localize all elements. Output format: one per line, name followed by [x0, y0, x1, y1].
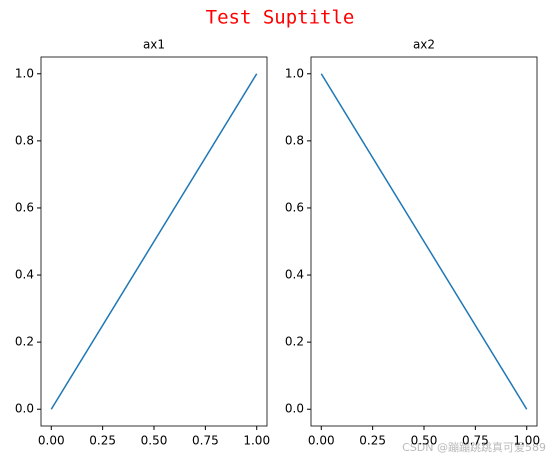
axes-frame	[40, 56, 268, 427]
y-tick-label: 0.8	[15, 133, 34, 147]
x-tick-label: 0.25	[89, 434, 116, 448]
y-tick-label: 1.0	[285, 66, 304, 80]
x-tick-label: 0.75	[462, 434, 489, 448]
axes-title: ax1	[143, 38, 165, 52]
y-tick-label: 0.4	[285, 268, 304, 282]
y-tick-label: 0.8	[285, 133, 304, 147]
x-tick-label: 1.00	[243, 434, 270, 448]
x-tick-label: 0.25	[359, 434, 386, 448]
series-line	[50, 73, 258, 410]
y-tick-label: 0.0	[15, 402, 34, 416]
series-line	[320, 73, 528, 410]
y-tick-label: 0.6	[15, 200, 34, 214]
y-tick-label: 0.2	[15, 335, 34, 349]
x-tick-label: 1.00	[513, 434, 540, 448]
y-tick-label: 0.2	[285, 335, 304, 349]
x-tick-label: 0.00	[308, 434, 335, 448]
x-tick-label: 0.50	[411, 434, 438, 448]
y-tick-label: 0.0	[285, 402, 304, 416]
x-tick-label: 0.50	[141, 434, 168, 448]
x-tick-label: 0.00	[38, 434, 65, 448]
y-tick-label: 1.0	[15, 66, 34, 80]
y-tick-label: 0.4	[15, 268, 34, 282]
watermark: CSDN @蹦蹦跳跳真可爱589	[402, 440, 546, 454]
axes-title: ax2	[413, 38, 435, 52]
axes-frame	[310, 56, 538, 427]
y-tick-label: 0.6	[285, 200, 304, 214]
x-tick-label: 0.75	[192, 434, 219, 448]
suptitle: Test Suptitle	[206, 7, 355, 29]
